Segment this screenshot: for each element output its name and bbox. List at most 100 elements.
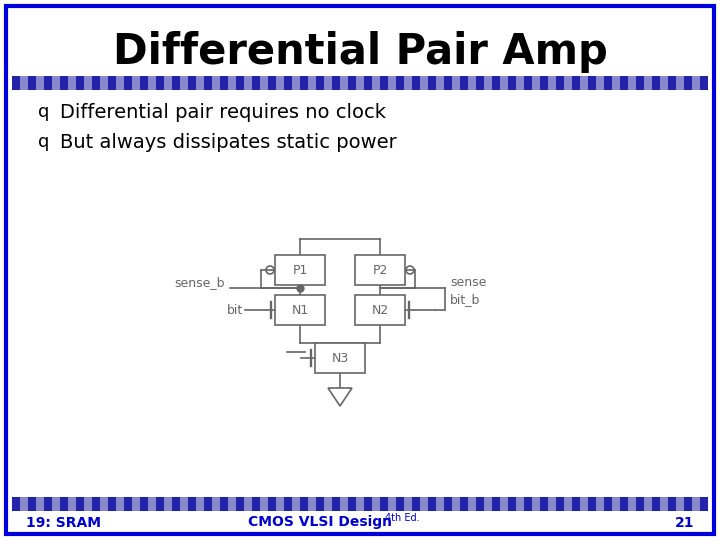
Bar <box>148 76 156 90</box>
Bar <box>276 76 284 90</box>
Bar <box>444 76 452 90</box>
Bar <box>668 497 676 511</box>
Bar <box>604 497 612 511</box>
Bar <box>580 76 588 90</box>
Bar <box>324 76 332 90</box>
Bar <box>116 76 124 90</box>
Bar <box>308 76 316 90</box>
Bar <box>692 76 700 90</box>
Bar <box>628 497 636 511</box>
Bar <box>668 76 676 90</box>
Bar <box>676 76 684 90</box>
Bar <box>52 76 60 90</box>
Bar <box>428 497 436 511</box>
Bar <box>316 76 324 90</box>
Bar <box>388 497 396 511</box>
Bar <box>380 497 388 511</box>
Bar <box>315 343 365 373</box>
Bar <box>172 76 180 90</box>
Text: 19: SRAM: 19: SRAM <box>26 516 101 530</box>
Bar <box>540 497 548 511</box>
Bar <box>292 497 300 511</box>
Bar <box>76 76 84 90</box>
Bar <box>620 76 628 90</box>
Bar <box>500 76 508 90</box>
Bar <box>548 497 556 511</box>
Bar <box>108 497 116 511</box>
Bar <box>220 76 228 90</box>
Bar <box>332 76 340 90</box>
Bar <box>180 76 188 90</box>
Bar <box>508 76 516 90</box>
Bar <box>372 76 380 90</box>
Bar <box>124 497 132 511</box>
Bar <box>644 76 652 90</box>
Bar <box>612 497 620 511</box>
Polygon shape <box>328 388 352 406</box>
Bar <box>460 76 468 90</box>
Text: Differential pair requires no clock: Differential pair requires no clock <box>60 103 386 122</box>
Bar <box>556 76 564 90</box>
Bar <box>428 76 436 90</box>
Bar <box>20 76 28 90</box>
Text: 4th Ed.: 4th Ed. <box>385 513 420 523</box>
Bar <box>364 497 372 511</box>
Bar <box>356 76 364 90</box>
Bar <box>124 76 132 90</box>
Bar <box>484 497 492 511</box>
Bar <box>516 76 524 90</box>
Bar <box>68 497 76 511</box>
Bar <box>636 76 644 90</box>
Bar <box>532 76 540 90</box>
Bar <box>236 497 244 511</box>
Bar <box>84 497 92 511</box>
Bar <box>252 497 260 511</box>
Bar <box>660 76 668 90</box>
Bar <box>36 76 44 90</box>
Bar <box>60 497 68 511</box>
Bar <box>412 76 420 90</box>
Bar <box>20 497 28 511</box>
Bar <box>60 76 68 90</box>
Bar <box>284 497 292 511</box>
Bar <box>396 76 404 90</box>
Bar <box>500 497 508 511</box>
Bar <box>540 76 548 90</box>
Text: q: q <box>38 103 50 121</box>
Bar <box>68 76 76 90</box>
Bar <box>524 497 532 511</box>
Text: P1: P1 <box>292 264 307 276</box>
Bar <box>484 76 492 90</box>
Bar <box>76 497 84 511</box>
Bar <box>388 76 396 90</box>
Bar <box>516 497 524 511</box>
Bar <box>340 497 348 511</box>
Bar <box>468 497 476 511</box>
Text: CMOS VLSI Design: CMOS VLSI Design <box>248 515 392 529</box>
Bar <box>588 76 596 90</box>
Bar <box>180 497 188 511</box>
Bar <box>204 76 212 90</box>
Bar <box>564 76 572 90</box>
Text: sense_b: sense_b <box>174 276 225 289</box>
Bar <box>692 497 700 511</box>
Bar <box>420 497 428 511</box>
Bar <box>580 497 588 511</box>
Bar <box>132 76 140 90</box>
Bar <box>220 497 228 511</box>
Bar <box>275 295 325 325</box>
Bar <box>348 497 356 511</box>
Bar <box>508 497 516 511</box>
Bar <box>564 497 572 511</box>
Bar <box>436 76 444 90</box>
Bar <box>156 76 164 90</box>
Bar <box>28 497 36 511</box>
Bar <box>660 497 668 511</box>
Bar <box>364 76 372 90</box>
Bar <box>52 497 60 511</box>
Bar <box>332 497 340 511</box>
Bar <box>460 497 468 511</box>
Bar <box>476 76 484 90</box>
Bar <box>100 76 108 90</box>
Bar <box>596 76 604 90</box>
